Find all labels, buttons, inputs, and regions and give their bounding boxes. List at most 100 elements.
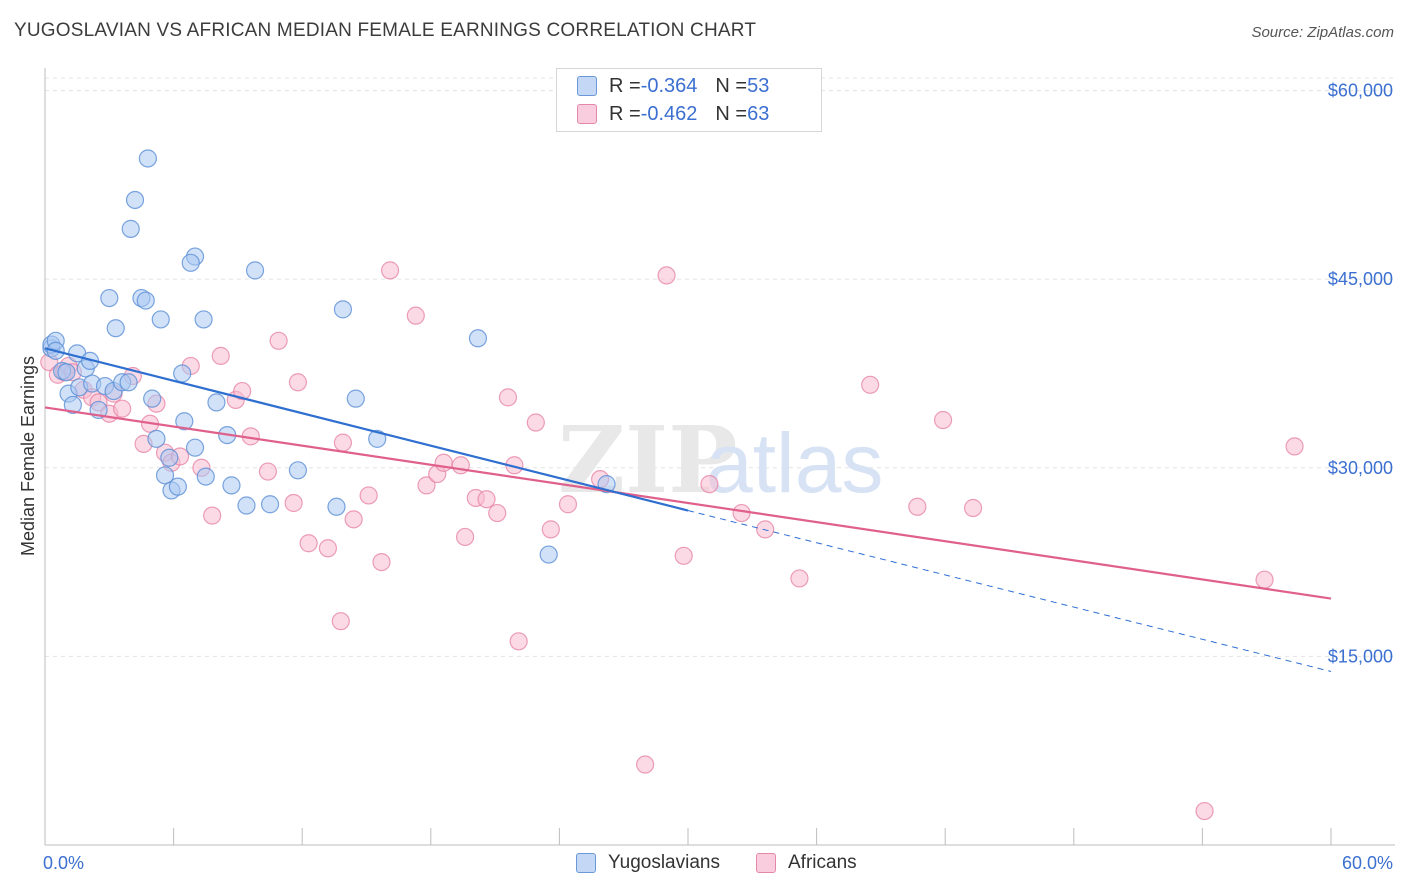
- africans-point: [1195, 801, 1214, 821]
- africans-point: [318, 539, 338, 558]
- africans-point: [1285, 437, 1304, 456]
- africans-swatch: [577, 104, 597, 124]
- yugoslavians-point: [207, 393, 226, 412]
- yugoslavians-point: [237, 496, 256, 515]
- x-tick-label: 60.0%: [1342, 853, 1393, 873]
- yugoslavians-point: [121, 219, 140, 238]
- africans-point: [299, 534, 318, 553]
- yugoslavians-point: [143, 389, 162, 408]
- africans-point: [732, 503, 751, 523]
- africans-point: [344, 510, 363, 529]
- yugoslavians-point: [194, 310, 213, 329]
- trend-lines: [44, 347, 1332, 672]
- axis-labels: $15,000 $30,000 $45,000 $60,000 0.0% 60.0% Med…: [18, 81, 1393, 873]
- yugoslavians-point: [57, 363, 76, 382]
- yugoslavians-point: [539, 545, 558, 564]
- yugoslavians-point: [368, 429, 387, 448]
- source-credit: Source: ZipAtlas.com: [1251, 24, 1394, 41]
- yugoslavians-point: [245, 261, 265, 280]
- yugoslavians-point: [260, 495, 280, 514]
- watermark: ZIP atlas: [558, 406, 883, 514]
- legend-item-yugoslavians[interactable]: Yugoslavians: [576, 852, 720, 874]
- yugoslavians-point: [168, 477, 187, 496]
- africans-point: [674, 546, 693, 565]
- stats-row-yugoslavians: R = -0.364 N = 53: [577, 73, 769, 99]
- africans-point: [498, 388, 518, 407]
- africans-point: [417, 476, 436, 495]
- legend-label-africans: Africans: [788, 852, 857, 873]
- yugoslavians-swatch: [577, 76, 597, 96]
- yugoslavians-point: [468, 329, 488, 348]
- stats-row-africans: R = -0.462 N = 63: [577, 101, 769, 127]
- yugoslavians-trend-extension: [687, 510, 1332, 672]
- yugoslavians-point: [151, 310, 170, 329]
- yugoslavians-point: [160, 448, 179, 467]
- africans-point: [258, 462, 278, 481]
- yugoslavians-point: [100, 288, 119, 308]
- africans-point: [861, 375, 880, 394]
- yugoslavians-point: [147, 429, 166, 448]
- africans-point: [488, 503, 507, 523]
- africans-points: [40, 261, 1304, 821]
- y-tick-label: $15,000: [1328, 646, 1393, 666]
- africans-point: [269, 331, 288, 350]
- africans-point: [406, 306, 425, 325]
- r-label: R =: [609, 102, 641, 125]
- yugoslavians-point: [333, 300, 353, 319]
- yugoslavians-point: [346, 389, 365, 408]
- x-tick-label: 0.0%: [43, 853, 84, 873]
- n-value: 53: [747, 74, 770, 97]
- yugoslavians-point: [181, 253, 200, 272]
- legend-item-africans[interactable]: Africans: [756, 852, 857, 874]
- africans-point: [359, 486, 378, 505]
- africans-point: [284, 493, 303, 513]
- yugoslavians-point: [173, 364, 192, 383]
- africans-point: [790, 569, 809, 588]
- africans-legend-swatch: [756, 853, 776, 873]
- africans-point: [455, 527, 475, 547]
- africans-point: [203, 506, 222, 525]
- africans-point: [434, 453, 453, 472]
- yugoslavians-point: [138, 149, 157, 168]
- n-label: N =: [715, 74, 748, 97]
- y-tick-label: $45,000: [1328, 269, 1393, 289]
- grid-lines: [45, 77, 1395, 657]
- legend-label-yugoslavians: Yugoslavians: [608, 852, 720, 873]
- r-label: R =: [609, 74, 641, 97]
- africans-point: [558, 495, 578, 514]
- n-value: 63: [747, 102, 770, 125]
- yugoslavians-point: [327, 497, 346, 516]
- africans-point: [333, 433, 353, 452]
- africans-point: [331, 612, 350, 631]
- yugoslavians-legend-swatch: [576, 853, 596, 873]
- yugoslavians-point: [155, 466, 175, 485]
- y-axis-title: Median Female Earnings: [18, 356, 38, 556]
- africans-point: [380, 261, 400, 280]
- africans-point: [541, 520, 560, 539]
- yugoslavians-point: [63, 395, 82, 415]
- y-tick-label: $30,000: [1328, 458, 1393, 478]
- yugoslavians-point: [196, 467, 215, 486]
- africans-point: [908, 497, 927, 516]
- africans-point: [372, 552, 391, 572]
- r-value: -0.462: [640, 102, 698, 125]
- africans-point: [233, 381, 252, 401]
- africans-point: [509, 632, 528, 651]
- yugoslavians-point: [185, 438, 205, 457]
- yugoslavians-point: [106, 319, 125, 338]
- stats-legend: R = -0.364 N = 53 R = -0.462 N = 63: [556, 68, 822, 132]
- africans-point: [963, 498, 983, 518]
- africans-point: [636, 755, 655, 774]
- africans-point: [477, 490, 496, 509]
- axes: [44, 68, 1395, 846]
- y-tick-label: $60,000: [1328, 81, 1393, 101]
- africans-point: [526, 413, 545, 432]
- yugoslavians-point: [136, 291, 155, 310]
- yugoslavians-points: [42, 149, 616, 564]
- africans-point: [113, 399, 132, 418]
- africans-point: [1255, 570, 1274, 589]
- yugoslavians-point: [222, 476, 241, 495]
- yugoslavians-point: [125, 190, 145, 210]
- africans-point: [211, 346, 230, 365]
